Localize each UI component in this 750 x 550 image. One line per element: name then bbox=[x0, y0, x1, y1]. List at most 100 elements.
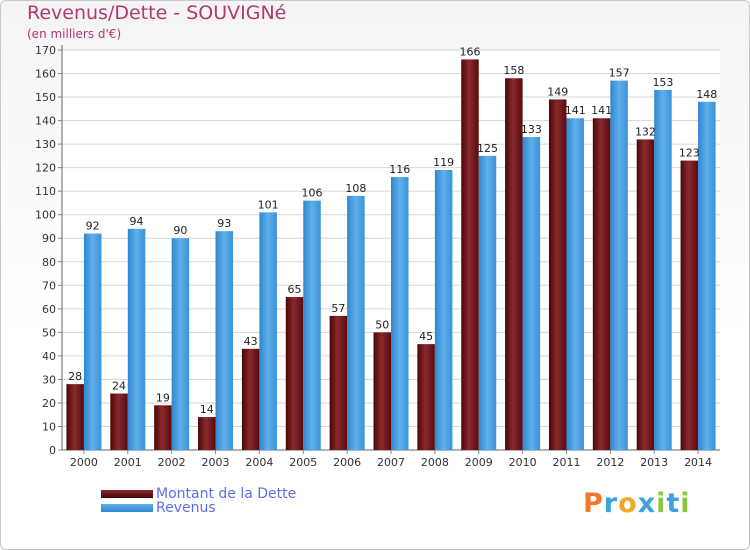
x-tick-label: 2003 bbox=[202, 456, 230, 469]
x-tick-label: 2007 bbox=[377, 456, 405, 469]
bar-debt bbox=[373, 332, 391, 450]
data-label-revenus: 141 bbox=[565, 104, 586, 117]
y-tick-label: 140 bbox=[35, 115, 56, 128]
logo-letter: P bbox=[583, 488, 604, 519]
data-label-revenus: 108 bbox=[345, 182, 366, 195]
data-label-debt: 43 bbox=[244, 335, 258, 348]
data-label-debt: 65 bbox=[288, 283, 302, 296]
legend-swatch-revenus bbox=[101, 504, 153, 512]
data-label-debt: 45 bbox=[419, 330, 433, 343]
legend-label-debt: Montant de la Dette bbox=[156, 486, 297, 502]
data-label-debt: 57 bbox=[331, 302, 345, 315]
y-tick-label: 160 bbox=[35, 68, 56, 81]
legend-item-revenus: Revenus bbox=[101, 500, 216, 516]
bar-debt bbox=[505, 78, 523, 450]
bar-debt bbox=[329, 315, 348, 450]
bar-revenus bbox=[259, 212, 277, 450]
x-tick-label: 2011 bbox=[552, 456, 580, 469]
y-tick-label: 40 bbox=[42, 350, 56, 363]
bar-revenus bbox=[478, 155, 497, 450]
data-label-debt: 14 bbox=[200, 403, 214, 416]
data-label-revenus: 93 bbox=[217, 217, 231, 230]
bar-revenus bbox=[391, 177, 409, 450]
y-tick-label: 170 bbox=[35, 44, 56, 57]
data-label-debt: 132 bbox=[635, 125, 656, 138]
x-tick-label: 2006 bbox=[333, 456, 361, 469]
logo-letter: r bbox=[603, 488, 619, 519]
bar-debt bbox=[461, 59, 479, 450]
legend-label-revenus: Revenus bbox=[156, 500, 216, 516]
data-label-revenus: 153 bbox=[652, 76, 673, 89]
bar-debt bbox=[636, 139, 655, 451]
data-label-debt: 19 bbox=[156, 391, 170, 404]
bar-revenus bbox=[127, 228, 146, 450]
y-tick-label: 50 bbox=[42, 326, 56, 339]
bar-revenus bbox=[215, 231, 234, 450]
data-label-revenus: 116 bbox=[389, 163, 410, 176]
logo-letter: i bbox=[680, 488, 691, 519]
bar-revenus bbox=[610, 80, 628, 451]
y-tick-label: 70 bbox=[42, 279, 56, 292]
y-tick-label: 20 bbox=[42, 397, 56, 410]
x-tick-label: 2013 bbox=[640, 456, 668, 469]
logo-letter: o bbox=[618, 488, 638, 519]
y-tick-label: 0 bbox=[49, 444, 56, 457]
bar-revenus bbox=[522, 137, 541, 450]
data-label-revenus: 106 bbox=[302, 187, 323, 200]
logo-letter: x bbox=[637, 488, 657, 519]
data-label-revenus: 101 bbox=[258, 198, 279, 211]
y-tick-label: 10 bbox=[42, 420, 56, 433]
y-tick-label: 60 bbox=[42, 303, 56, 316]
legend-swatch-debt bbox=[101, 490, 153, 498]
data-label-debt: 158 bbox=[503, 64, 524, 77]
bar-debt bbox=[548, 99, 567, 450]
bar-revenus bbox=[698, 101, 716, 450]
bar-debt bbox=[592, 118, 611, 450]
data-label-revenus: 157 bbox=[609, 67, 630, 80]
y-tick-label: 120 bbox=[35, 162, 56, 175]
x-tick-label: 2008 bbox=[421, 456, 449, 469]
x-tick-label: 2010 bbox=[509, 456, 537, 469]
data-label-revenus: 90 bbox=[173, 224, 187, 237]
bar-revenus bbox=[654, 90, 672, 450]
proxiti-logo: Proxiti bbox=[583, 488, 691, 519]
x-tick-label: 2002 bbox=[158, 456, 186, 469]
x-tick-label: 2001 bbox=[114, 456, 142, 469]
bar-revenus bbox=[303, 200, 321, 450]
data-label-revenus: 125 bbox=[477, 142, 498, 155]
bar-debt bbox=[154, 405, 172, 450]
data-label-debt: 50 bbox=[375, 318, 389, 331]
bar-revenus bbox=[347, 195, 365, 450]
data-label-revenus: 148 bbox=[696, 88, 717, 101]
data-label-debt: 24 bbox=[112, 380, 126, 393]
data-label-revenus: 94 bbox=[130, 215, 144, 228]
data-label-debt: 166 bbox=[459, 45, 480, 58]
bar-debt bbox=[198, 417, 216, 450]
y-tick-label: 90 bbox=[42, 232, 56, 245]
bar-revenus bbox=[171, 238, 190, 450]
chart-subtitle: (en milliers d'€) bbox=[27, 27, 122, 41]
x-tick-label: 2005 bbox=[289, 456, 317, 469]
x-tick-label: 2000 bbox=[70, 456, 98, 469]
bar-debt bbox=[680, 160, 699, 450]
data-label-debt: 28 bbox=[68, 370, 82, 383]
y-tick-label: 130 bbox=[35, 138, 56, 151]
data-label-revenus: 92 bbox=[86, 220, 100, 233]
x-tick-label: 2014 bbox=[684, 456, 712, 469]
y-tick-label: 150 bbox=[35, 91, 56, 104]
bar-debt bbox=[66, 384, 84, 450]
x-tick-label: 2004 bbox=[245, 456, 273, 469]
data-label-debt: 141 bbox=[591, 104, 612, 117]
bar-debt bbox=[285, 297, 304, 450]
y-tick-label: 80 bbox=[42, 256, 56, 269]
data-label-debt: 123 bbox=[679, 147, 700, 160]
data-label-debt: 149 bbox=[547, 85, 568, 98]
y-tick-label: 100 bbox=[35, 209, 56, 222]
bar-revenus bbox=[566, 118, 584, 450]
x-tick-label: 2012 bbox=[596, 456, 624, 469]
x-tick-label: 2009 bbox=[465, 456, 493, 469]
bar-revenus bbox=[83, 233, 102, 450]
bar-debt bbox=[241, 348, 260, 450]
bar-debt bbox=[110, 393, 128, 450]
logo-letter: t bbox=[666, 488, 681, 519]
